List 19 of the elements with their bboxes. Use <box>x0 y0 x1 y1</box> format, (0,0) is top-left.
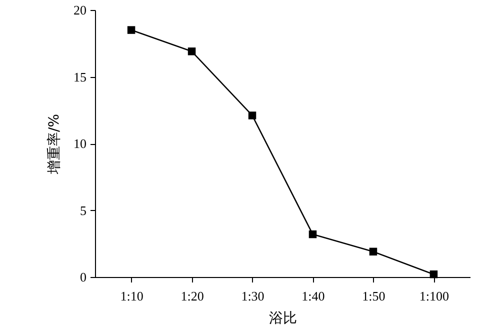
point <box>430 270 438 278</box>
y-tick-label: 20 <box>74 2 86 18</box>
y-tick-label: 0 <box>80 270 86 284</box>
point <box>127 26 136 34</box>
point <box>248 112 256 120</box>
y-tick-label: 15 <box>74 69 86 84</box>
y-axis-title: 增重率/% <box>46 114 62 176</box>
point <box>188 48 196 56</box>
point <box>308 230 317 238</box>
x-tick-label: 1:40 <box>302 288 325 304</box>
y-tick-label: 10 <box>74 136 86 151</box>
x-tick-label: 1:10 <box>120 288 144 304</box>
point <box>369 248 378 256</box>
x-axis-title: 浴比 <box>269 310 297 326</box>
x-tick-label: 1:30 <box>241 288 264 304</box>
x-tick-label: 1:100 <box>419 288 450 304</box>
y-tick-label: 5 <box>80 202 86 218</box>
x-tick-label: 1:50 <box>362 288 386 304</box>
x-tick-label: 1:20 <box>180 288 204 304</box>
